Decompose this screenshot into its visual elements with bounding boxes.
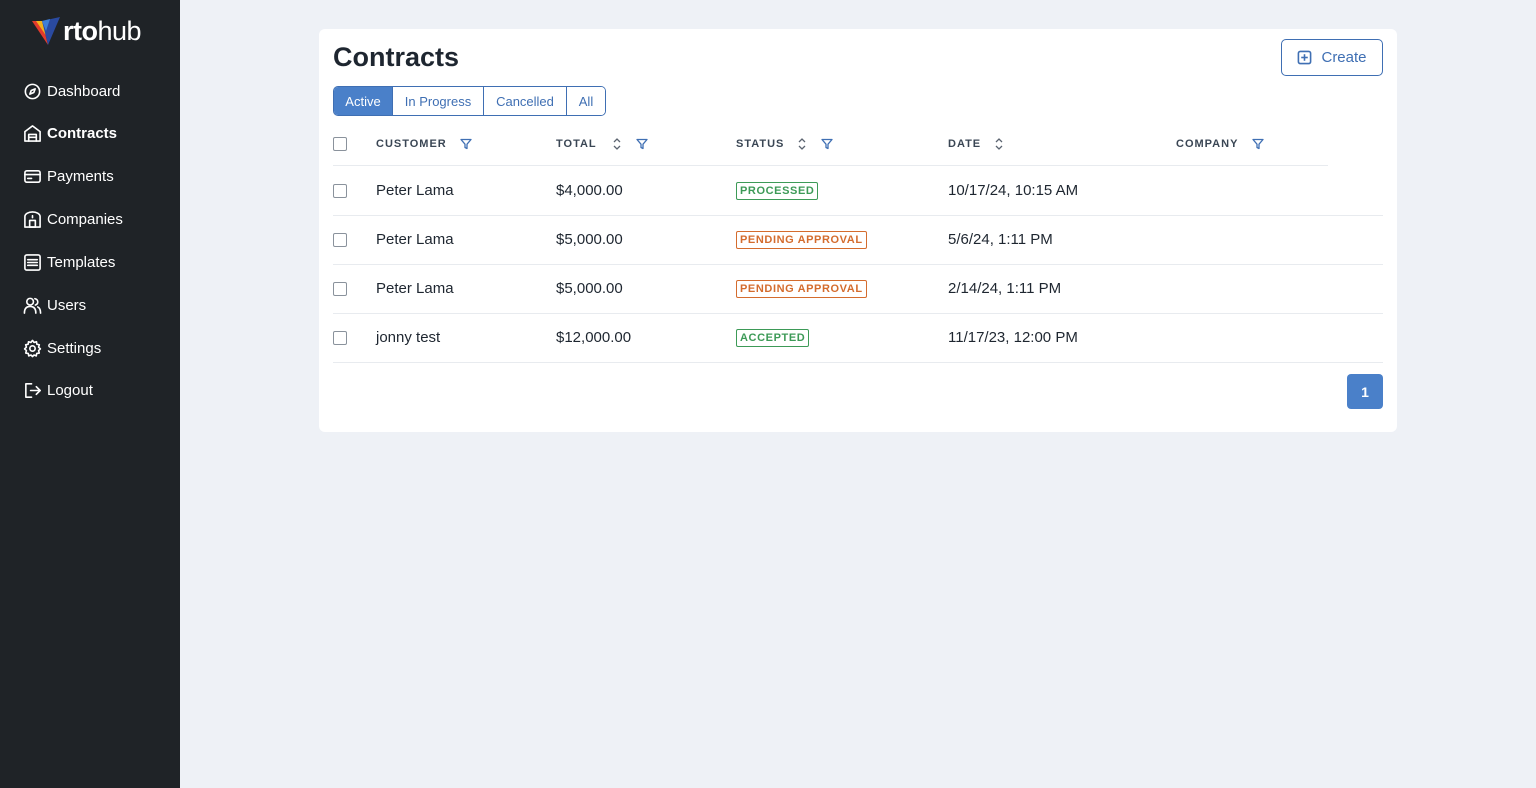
sidebar-item-contracts[interactable]: Contracts: [22, 120, 117, 146]
sidebar-item-users[interactable]: Users: [22, 292, 86, 318]
row-checkbox[interactable]: [333, 331, 347, 345]
column-header-company[interactable]: COMPANY: [1176, 137, 1265, 151]
create-button[interactable]: Create: [1281, 39, 1383, 76]
column-header-date[interactable]: DATE: [948, 137, 1004, 151]
filter-icon[interactable]: [1252, 138, 1265, 150]
sidebar-item-companies[interactable]: Companies: [22, 206, 123, 232]
brand-logo-icon: [32, 17, 60, 45]
tab-active[interactable]: Active: [334, 87, 393, 115]
payments-icon: [22, 166, 42, 186]
column-header-label: TOTAL: [556, 138, 597, 150]
row-checkbox[interactable]: [333, 282, 347, 296]
cell-customer[interactable]: Peter Lama: [376, 280, 454, 297]
sidebar-item-label: Contracts: [47, 124, 118, 142]
tab-in-progress[interactable]: In Progress: [393, 87, 484, 115]
status-badge: PROCESSED: [736, 182, 819, 200]
filter-icon[interactable]: [460, 138, 472, 150]
sort-icon[interactable]: [612, 137, 622, 151]
cell-total: $5,000.00: [556, 280, 623, 297]
sidebar-item-payments[interactable]: Payments: [22, 163, 114, 189]
brand-name-bold: rto: [63, 15, 98, 46]
filter-icon[interactable]: [821, 138, 834, 150]
sidebar: rtohub Dashboard Contracts Payments Comp…: [0, 0, 180, 788]
sidebar-item-label: Dashboard: [47, 82, 121, 100]
companies-icon: [22, 209, 42, 229]
status-badge: ACCEPTED: [736, 329, 810, 347]
sort-icon[interactable]: [797, 137, 807, 151]
cell-customer[interactable]: jonny test: [376, 329, 441, 346]
sidebar-item-dashboard[interactable]: Dashboard: [22, 78, 120, 104]
sidebar-item-templates[interactable]: Templates: [22, 249, 115, 275]
row-checkbox[interactable]: [333, 233, 347, 247]
cell-date: 2/14/24, 1:11 PM: [948, 280, 1062, 297]
sidebar-item-label: Settings: [47, 339, 102, 357]
cell-date: 5/6/24, 1:11 PM: [948, 231, 1053, 248]
cell-date: 10/17/24, 10:15 AM: [948, 182, 1079, 199]
cell-total: $5,000.00: [556, 231, 623, 248]
brand-logo[interactable]: rtohub: [30, 12, 142, 50]
sidebar-item-label: Users: [47, 296, 87, 314]
sidebar-item-settings[interactable]: Settings: [22, 335, 101, 361]
status-badge: PENDING APPROVAL: [736, 231, 867, 249]
sidebar-item-label: Logout: [47, 381, 93, 399]
filter-icon[interactable]: [636, 138, 648, 150]
row-divider: [333, 313, 1383, 314]
cell-customer[interactable]: Peter Lama: [376, 182, 454, 199]
cell-total: $4,000.00: [556, 182, 623, 199]
settings-icon: [22, 338, 42, 358]
tab-cancelled[interactable]: Cancelled: [484, 87, 567, 115]
sidebar-item-logout[interactable]: Logout: [22, 377, 93, 403]
column-header-total[interactable]: TOTAL: [556, 137, 648, 151]
select-all-checkbox[interactable]: [333, 137, 347, 151]
status-badge: PENDING APPROVAL: [736, 280, 867, 298]
column-header-customer[interactable]: CUSTOMER: [376, 137, 472, 151]
column-header-label: STATUS: [736, 138, 785, 150]
sidebar-item-label: Templates: [47, 253, 116, 271]
contracts-card: Contracts Create Active In Progress Canc…: [319, 29, 1397, 432]
header-divider: [333, 165, 1328, 166]
dashboard-icon: [22, 81, 42, 101]
status-tabs: Active In Progress Cancelled All: [333, 86, 606, 116]
tab-all[interactable]: All: [567, 87, 605, 115]
plus-square-icon: [1298, 50, 1312, 65]
row-checkbox[interactable]: [333, 184, 347, 198]
templates-icon: [22, 252, 42, 272]
sidebar-item-label: Companies: [47, 210, 123, 228]
cell-total: $12,000.00: [556, 329, 632, 346]
column-header-label: CUSTOMER: [376, 138, 447, 150]
brand-name: rtohub: [63, 15, 142, 46]
page-title: Contracts: [333, 42, 460, 72]
column-header-label: DATE: [948, 138, 982, 150]
column-header-label: COMPANY: [1176, 138, 1239, 150]
cell-date: 11/17/23, 12:00 PM: [948, 329, 1078, 346]
column-header-status[interactable]: STATUS: [736, 137, 834, 151]
pagination-page-button[interactable]: 1: [1347, 374, 1383, 409]
users-icon: [22, 295, 42, 315]
brand-name-light: hub: [97, 15, 142, 46]
contracts-icon: [22, 123, 42, 143]
cell-customer[interactable]: Peter Lama: [376, 231, 454, 248]
row-divider: [333, 362, 1383, 363]
row-divider: [333, 215, 1383, 216]
create-button-label: Create: [1321, 49, 1367, 66]
sort-icon[interactable]: [994, 137, 1004, 151]
logout-icon: [22, 380, 42, 400]
row-divider: [333, 264, 1383, 265]
sidebar-item-label: Payments: [47, 167, 114, 185]
